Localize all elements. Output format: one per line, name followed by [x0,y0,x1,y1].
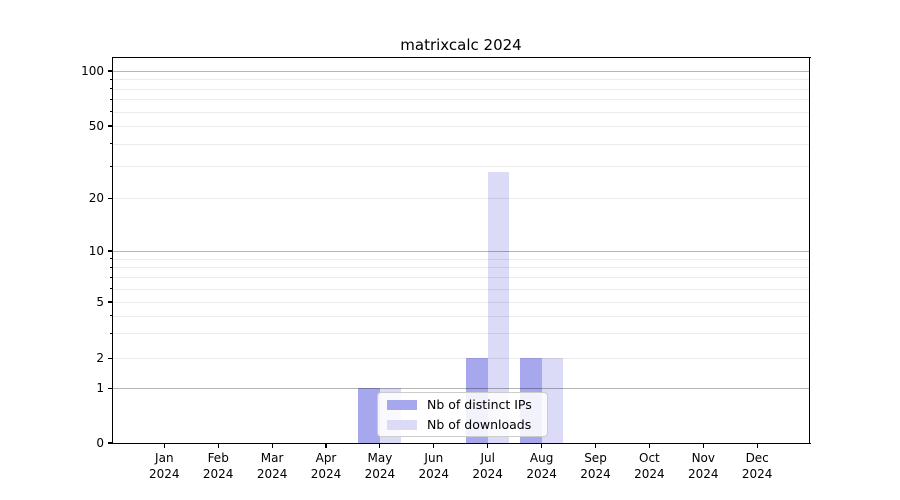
y-minor-tick-mark [110,357,113,359]
x-tick-mark [702,444,704,448]
gridline-minor [112,267,810,269]
gridline-minor [112,143,810,145]
y-minor-tick-mark [110,288,113,290]
y-tick-label: 5 [96,294,104,309]
chart-title: matrixcalc 2024 [400,36,522,54]
gridline-major [112,388,810,390]
x-tick-label: May 2024 [364,451,396,481]
x-tick-mark [648,444,650,448]
plot-area [112,57,810,443]
x-tick-label: Jul 2024 [472,451,503,481]
gridline-major [112,71,810,72]
x-tick-mark [594,444,597,448]
legend-swatch-downloads [387,419,417,430]
x-tick-label: Sep 2024 [580,451,611,481]
x-tick-mark [379,444,381,448]
y-tick-label: 100 [81,63,104,78]
gridline-minor [112,126,810,127]
gridline-minor [112,166,810,168]
x-tick-mark [163,444,165,448]
y-minor-tick-mark [110,143,113,145]
gridline-minor [112,277,810,279]
y-minor-tick-mark [110,276,113,278]
gridline-minor [112,111,810,113]
gridline-minor [112,315,810,317]
y-minor-tick-mark [110,125,113,127]
x-tick-label: Jun 2024 [418,451,450,481]
bar-distinct-ips [358,388,380,443]
gridline-minor [112,302,810,303]
y-tick-label: 1 [96,380,104,395]
x-tick-mark [271,444,273,448]
y-minor-tick-mark [110,315,113,317]
gridline-minor [112,99,810,101]
x-tick-mark [217,444,219,448]
bar-downloads [487,171,510,443]
x-tick-label: Oct 2024 [634,451,665,481]
y-tick-label: 0 [96,435,104,450]
y-tick-label: 20 [88,190,104,205]
axis-spine-left [112,56,114,444]
x-tick-label: Nov 2024 [688,451,719,481]
gridline-major [112,251,810,252]
y-minor-tick-mark [110,88,113,90]
x-tick-mark [756,444,758,448]
grid-layer [112,57,810,443]
y-tick-mark [108,70,113,72]
legend: Nb of distinct IPs Nb of downloads [377,392,548,437]
y-minor-tick-mark [110,165,113,167]
x-tick-label: Jan 2024 [149,451,180,481]
x-tick-label: Feb 2024 [202,451,234,481]
axis-spine-right [809,56,811,444]
y-minor-tick-mark [110,197,113,199]
x-tick-mark [433,444,435,448]
y-minor-tick-mark [110,111,113,113]
legend-swatch-distinct-ips [387,399,417,410]
y-minor-tick-mark [110,266,113,268]
legend-item-distinct-ips: Nb of distinct IPs [387,397,547,412]
legend-label-distinct-ips: Nb of distinct IPs [427,397,532,412]
x-tick-mark [487,444,489,448]
gridline-minor [112,198,810,200]
y-minor-tick-mark [110,301,113,303]
y-minor-tick-mark [110,98,113,100]
gridline-minor [112,258,810,260]
y-tick-label: 2 [96,350,104,365]
gridline-minor [112,333,810,335]
y-tick-label: 50 [88,118,104,133]
x-tick-label: Dec 2024 [741,451,773,481]
y-tick-mark [108,250,113,252]
legend-item-downloads: Nb of downloads [387,417,547,432]
y-minor-tick-mark [110,332,113,334]
axis-spine-top [112,56,811,58]
y-minor-tick-mark [110,78,113,80]
y-tick-mark [108,442,113,444]
legend-label-downloads: Nb of downloads [427,417,532,432]
gridline-minor [112,79,810,81]
x-tick-label: Aug 2024 [526,451,557,481]
axis-spine-bottom [112,442,811,444]
y-minor-tick-mark [110,258,113,260]
x-tick-mark [325,444,327,448]
gridline-minor [112,358,810,360]
x-tick-label: Apr 2024 [310,451,342,481]
y-tick-mark [108,387,113,389]
y-tick-label: 10 [88,243,104,258]
x-tick-label: Mar 2024 [256,451,288,481]
x-tick-mark [541,444,543,448]
gridline-minor [112,288,810,290]
gridline-minor [112,88,810,90]
